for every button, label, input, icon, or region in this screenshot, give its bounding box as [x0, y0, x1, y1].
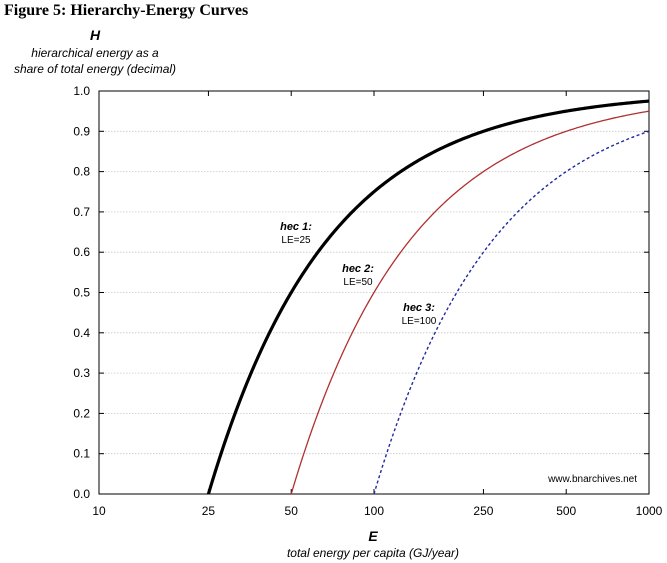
y-axis-label-line2: share of total energy (decimal) — [14, 62, 176, 76]
y-tick-label: 0.7 — [73, 205, 90, 219]
series-label-hec-1: hec 1: — [280, 221, 312, 233]
y-tick-label: 0.0 — [73, 487, 90, 501]
series-label-hec-3: hec 3: — [403, 302, 435, 314]
x-axis-symbol: E — [368, 528, 378, 544]
y-tick-label: 0.4 — [73, 326, 90, 340]
y-tick-label: 0.3 — [73, 366, 90, 380]
y-axis-label-line1: hierarchical energy as a — [31, 46, 159, 60]
x-tick-label: 50 — [285, 504, 299, 518]
y-tick-label: 0.2 — [73, 406, 90, 420]
series-label-hec-2: hec 2: — [342, 263, 374, 275]
x-tick-label: 25 — [202, 504, 216, 518]
series-line-hec-1 — [206, 99, 650, 495]
x-tick-label: 1000 — [636, 504, 663, 518]
series-param-hec-1: LE=25 — [281, 235, 311, 246]
series-param-hec-2: LE=50 — [343, 277, 373, 288]
x-tick-label: 100 — [364, 504, 384, 518]
y-tick-label: 0.1 — [73, 447, 90, 461]
x-tick-label: 500 — [556, 504, 576, 518]
y-tick-label: 0.8 — [73, 165, 90, 179]
y-tick-label: 0.5 — [73, 286, 90, 300]
figure-title: Figure 5: Hierarchy-Energy Curves — [4, 2, 249, 19]
series-param-hec-3: LE=100 — [402, 316, 437, 327]
y-tick-label: 0.9 — [73, 124, 90, 138]
series-line-hec-2 — [290, 110, 650, 495]
y-axis-symbol: H — [90, 27, 101, 43]
x-axis-label: total energy per capita (GJ/year) — [287, 546, 459, 560]
watermark-text: www.bnarchives.net — [547, 474, 637, 485]
series-line-hec-3 — [373, 130, 650, 495]
x-tick-label: 250 — [473, 504, 493, 518]
x-tick-label: 10 — [92, 504, 106, 518]
y-tick-label: 0.6 — [73, 245, 90, 259]
y-tick-label: 1.0 — [73, 84, 90, 98]
